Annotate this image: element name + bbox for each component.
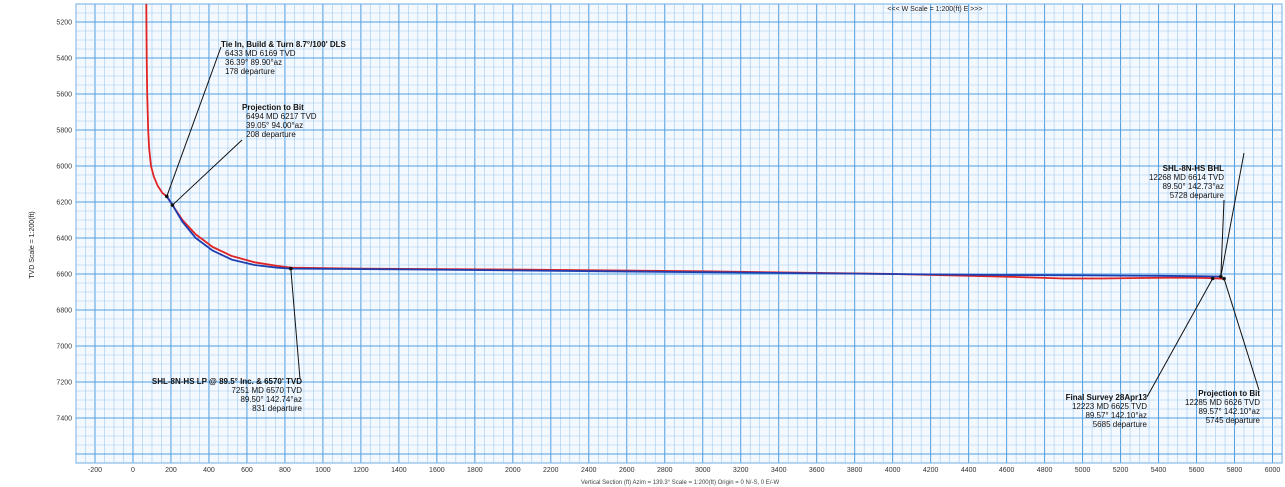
y-tick-label: 5800 xyxy=(56,128,72,135)
y-tick-label: 5600 xyxy=(56,92,72,99)
x-tick-label: 200 xyxy=(165,467,177,474)
x-tick-label: 5200 xyxy=(1113,467,1129,474)
annotation-title: Projection to Bit xyxy=(1198,389,1260,398)
x-tick-label: 400 xyxy=(203,467,215,474)
annotation-detail: 89.57° 142.10°az xyxy=(1198,407,1260,416)
y-tick-label: 7400 xyxy=(56,416,72,423)
plot-area xyxy=(75,3,1283,464)
x-tick-label: 3000 xyxy=(695,467,711,474)
annotation-detail: 6433 MD 6169 TVD xyxy=(225,49,296,58)
annotation-detail: 12285 MD 6626 TVD xyxy=(1185,398,1260,407)
annotation-detail: 12268 MD 6614 TVD xyxy=(1149,173,1224,182)
x-axis-label: Vertical Section (ft) Azim = 139.3° Scal… xyxy=(581,480,780,486)
x-tick-label: 4000 xyxy=(885,467,901,474)
annotation-detail: 39.05° 94.00°az xyxy=(246,121,303,130)
y-tick-label: 6600 xyxy=(56,272,72,279)
annotation-point xyxy=(1219,274,1223,279)
x-tick-label: -200 xyxy=(88,467,102,474)
annotation-detail: 7251 MD 6570 TVD xyxy=(231,386,302,395)
annotation-detail: 5745 departure xyxy=(1206,416,1261,425)
annotation-leader xyxy=(290,268,301,380)
x-tick-label: 3800 xyxy=(847,467,863,474)
x-tick-label: 2600 xyxy=(619,467,635,474)
tick-labels: -200 0 200 400 600 800 1000 1200 1400 1600 1800 200… xyxy=(56,20,1280,475)
annotation-detail: 178 departure xyxy=(225,67,275,76)
x-tick-label: 4400 xyxy=(961,467,977,474)
series-line-actual xyxy=(145,3,1225,280)
annotation-point xyxy=(289,266,293,271)
x-tick-label: 800 xyxy=(279,467,291,474)
annotation-leader xyxy=(1223,278,1260,391)
annotation-detail: 36.39° 89.90°az xyxy=(225,58,282,67)
x-tick-label: 2000 xyxy=(505,467,521,474)
y-tick-label: 6800 xyxy=(56,308,72,315)
annotation-title: SHL-8N-HS LP @ 89.5° Inc. & 6570' TVD xyxy=(152,377,302,386)
annotation-detail: 5728 departure xyxy=(1170,191,1225,200)
annotation-title: Tie In, Build & Turn 8.7°/100' DLS xyxy=(221,40,346,49)
annotation-detail: 208 departure xyxy=(246,130,296,139)
x-tick-label: 4800 xyxy=(1037,467,1053,474)
y-tick-label: 5200 xyxy=(56,20,72,27)
y-tick-label: 6200 xyxy=(56,200,72,207)
top-scale-label: <<< W Scale = 1:200(ft) E >>> xyxy=(887,6,982,13)
y-tick-label: 5400 xyxy=(56,56,72,63)
x-tick-label: 2800 xyxy=(657,467,673,474)
annotation-title: Final Survey 28Apr13 xyxy=(1066,393,1148,402)
y-axis-label: TVD Scale = 1:200(ft) xyxy=(29,211,36,279)
x-tick-label: 0 xyxy=(131,467,135,474)
x-tick-label: 6000 xyxy=(1265,467,1281,474)
annotation-point xyxy=(170,203,175,207)
x-tick-label: 3400 xyxy=(771,467,787,474)
x-tick-label: 1400 xyxy=(391,467,407,474)
x-tick-label: 600 xyxy=(241,467,253,474)
annotation-detail: 89.57° 142.10°az xyxy=(1085,411,1147,420)
x-tick-label: 1000 xyxy=(315,467,331,474)
x-tick-label: 4600 xyxy=(999,467,1015,474)
x-tick-label: 2200 xyxy=(543,467,559,474)
y-tick-label: 6400 xyxy=(56,236,72,243)
y-tick-label: 6000 xyxy=(56,164,72,171)
x-tick-label: 5800 xyxy=(1227,467,1243,474)
annotation-leader xyxy=(1220,152,1245,277)
annotation-title: Projection to Bit xyxy=(242,103,304,112)
annotation-leader xyxy=(166,46,222,197)
annotation-point xyxy=(1222,276,1226,281)
annotation-leader xyxy=(1220,199,1225,277)
annotation-detail: 5685 departure xyxy=(1093,420,1148,429)
grid xyxy=(75,3,1283,464)
annotation-detail: 89.50° 142.74°az xyxy=(240,395,302,404)
x-tick-label: 3200 xyxy=(733,467,749,474)
annotation-detail: 12223 MD 6625 TVD xyxy=(1072,402,1147,411)
x-tick-label: 1200 xyxy=(353,467,369,474)
x-tick-label: 4200 xyxy=(923,467,939,474)
annotation-detail: 6494 MD 6217 TVD xyxy=(246,112,317,121)
y-tick-label: 7200 xyxy=(56,380,72,387)
annotation-point xyxy=(164,194,169,199)
x-tick-label: 1800 xyxy=(467,467,483,474)
annotation-point xyxy=(1210,276,1215,281)
x-tick-label: 5400 xyxy=(1151,467,1167,474)
x-tick-label: 1600 xyxy=(429,467,445,474)
annotation-detail: 89.50° 142.73°az xyxy=(1162,182,1224,191)
annotation-leader xyxy=(1146,278,1214,398)
annotation-detail: 831 departure xyxy=(252,404,302,413)
annotation-title: SHL-8N-HS BHL xyxy=(1163,164,1224,173)
y-tick-label: 7000 xyxy=(56,344,72,351)
x-tick-label: 5600 xyxy=(1189,467,1205,474)
annotation-leader xyxy=(172,139,243,206)
x-tick-label: 2400 xyxy=(581,467,597,474)
x-tick-label: 3600 xyxy=(809,467,825,474)
annotation: SHL-8N-HS LP @ 89.5° Inc. & 6570' TVD725… xyxy=(152,266,303,413)
x-tick-label: 5000 xyxy=(1075,467,1091,474)
